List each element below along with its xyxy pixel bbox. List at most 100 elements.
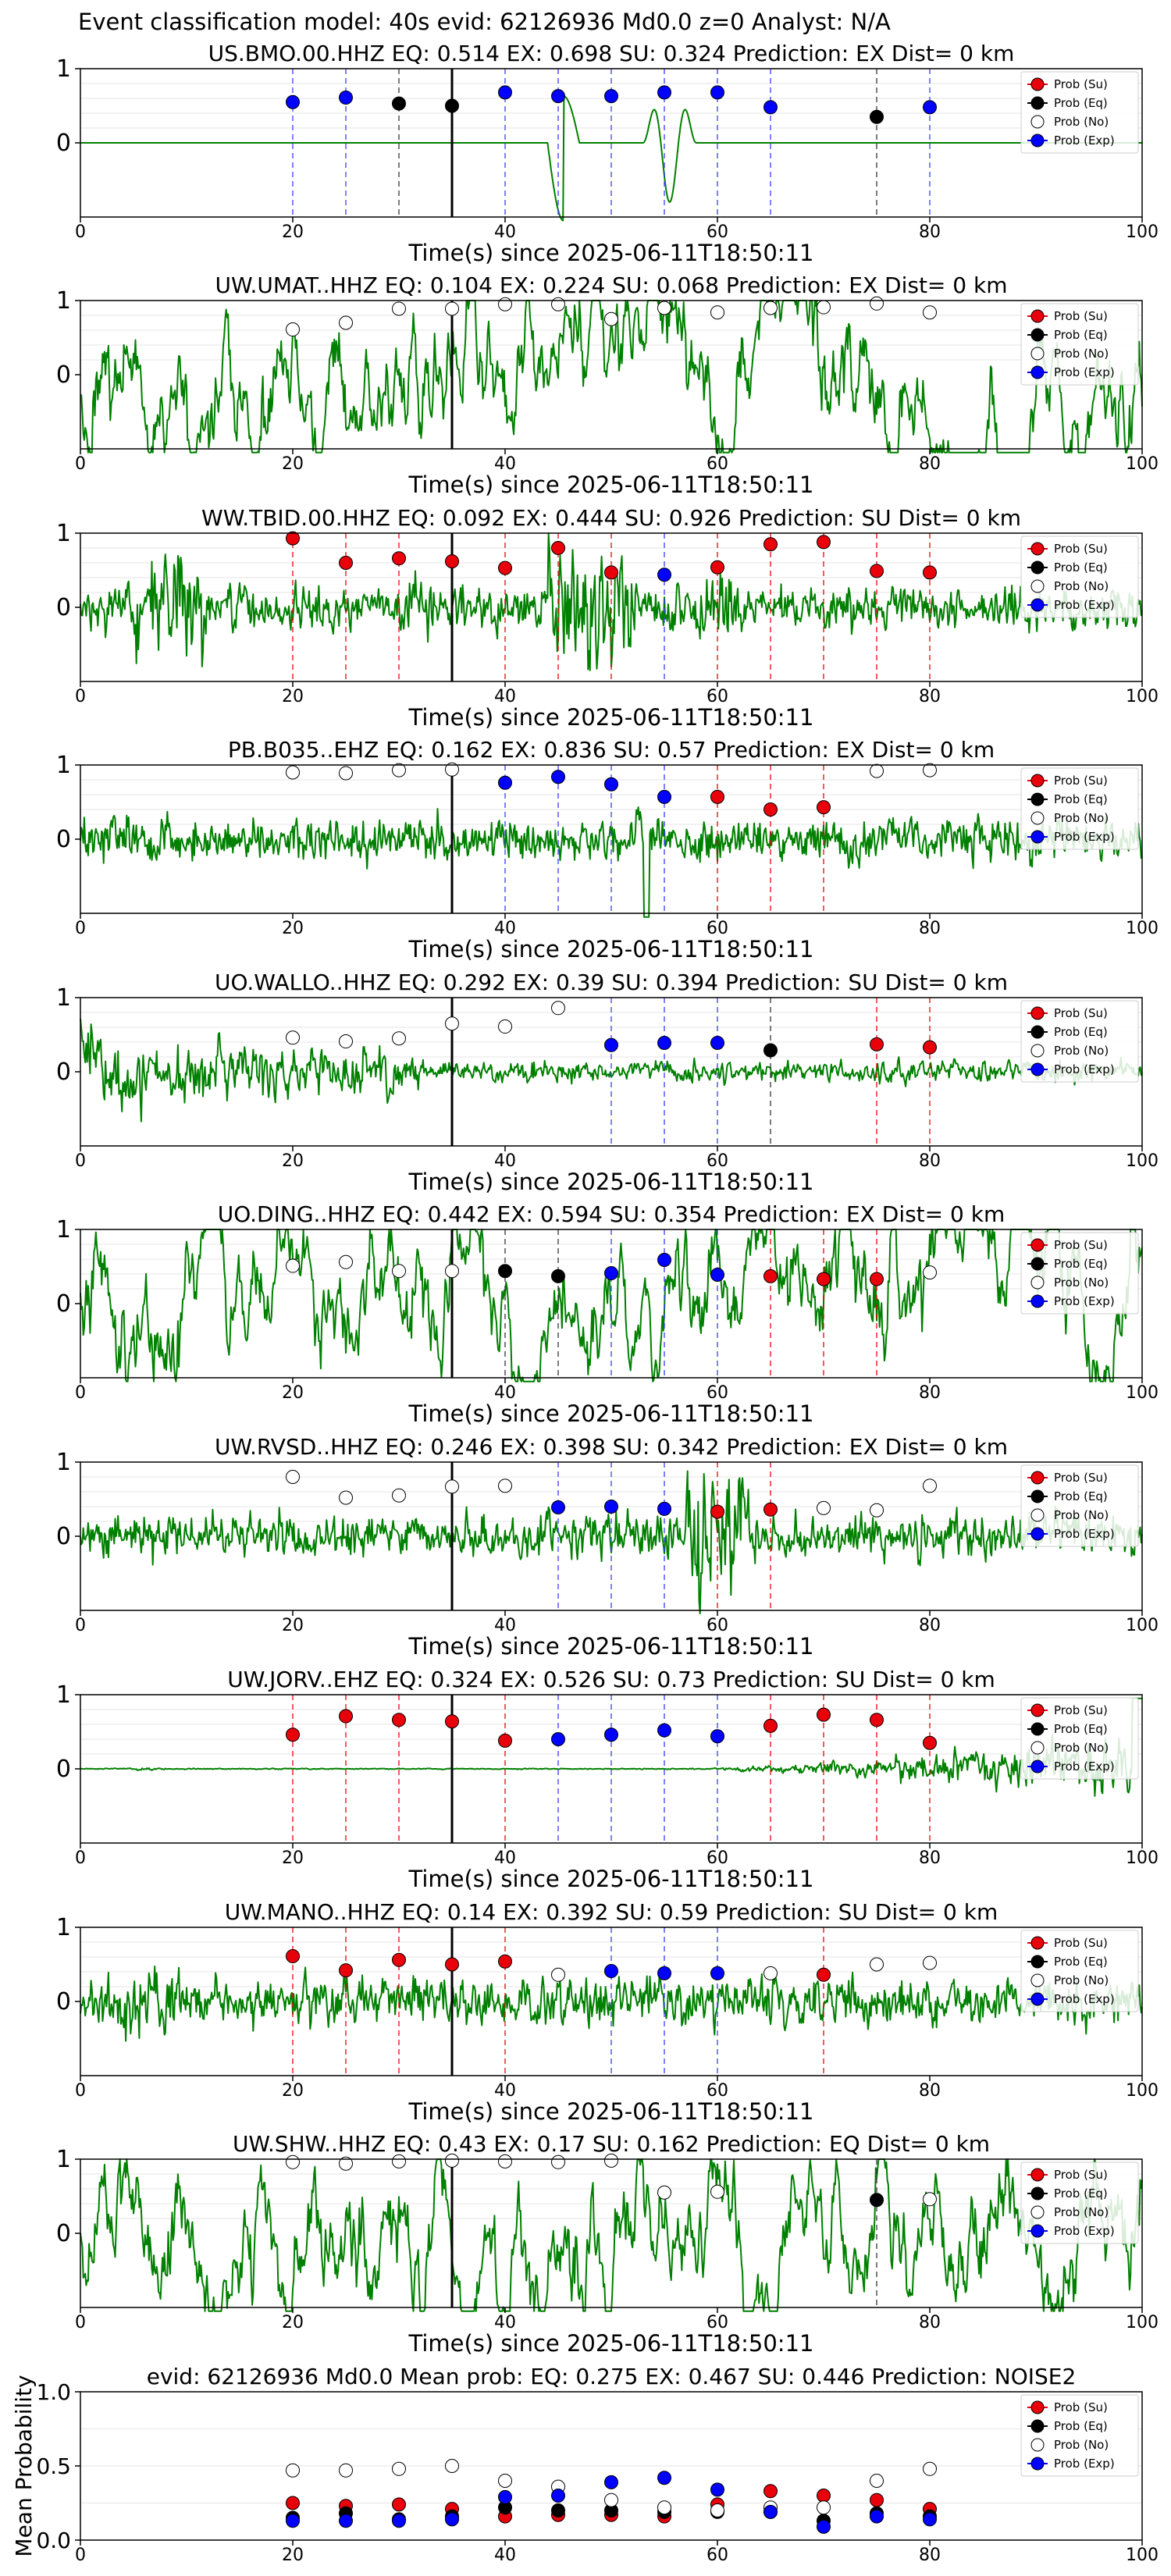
prob-marker-eq [763, 1043, 778, 1058]
x-tick-label: 40 [494, 2546, 516, 2565]
y-tick-label: 0 [56, 1059, 71, 1086]
legend-marker-eq [1030, 1025, 1045, 1039]
legend: Prob (Su) Prob (Eq) Prob (No) Prob (Exp) [1020, 1000, 1139, 1083]
legend-label-eq: Prob (Eq) [1054, 1025, 1108, 1039]
prob-marker-exp [339, 91, 353, 105]
prob-marker-exp [763, 100, 778, 115]
waveform-trace [80, 2158, 1143, 2312]
prob-marker-no [445, 301, 459, 316]
x-tick-label: 80 [919, 2081, 941, 2101]
legend-marker-no [1030, 1508, 1045, 1522]
mean-prob-marker-no [286, 2463, 300, 2478]
legend-frame [1020, 767, 1139, 850]
legend-label-exp: Prob (Exp) [1054, 1527, 1115, 1541]
legend-marker-exp [1030, 133, 1045, 148]
prob-marker-exp [498, 775, 512, 790]
prob-marker-no [392, 2154, 406, 2169]
prob-marker-su [817, 1707, 831, 1722]
prob-marker-su [445, 1957, 459, 1972]
panel-title: UO.WALLO..HHZ EQ: 0.292 EX: 0.39 SU: 0.3… [215, 970, 1008, 995]
x-tick-label: 80 [919, 1616, 941, 1635]
mean-prob-marker-no [657, 2500, 671, 2515]
legend-marker-su [1030, 77, 1045, 91]
panel-title: WW.TBID.00.HHZ EQ: 0.092 EX: 0.444 SU: 0… [201, 505, 1021, 531]
prob-marker-no [870, 763, 884, 778]
prob-marker-no [923, 1265, 937, 1280]
legend: Prob (Su) Prob (Eq) Prob (No) Prob (Exp) [1020, 303, 1139, 386]
x-tick-label: 0 [75, 2081, 86, 2101]
prob-marker-su [445, 1714, 459, 1729]
mean-prob-marker-exp [551, 2489, 565, 2503]
prob-marker-exp [498, 85, 512, 100]
mean-prob-marker-exp [286, 2514, 300, 2528]
x-tick-label: 0 [75, 1151, 86, 1171]
legend: Prob (Su) Prob (Eq) Prob (No) Prob (Exp) [1020, 767, 1139, 850]
legend-marker-eq [1030, 2186, 1045, 2201]
legend-frame [1020, 1000, 1139, 1083]
legend-marker-su [1030, 1238, 1045, 1252]
x-tick-label: 60 [707, 1151, 728, 1171]
legend-marker-su [1030, 1936, 1045, 1950]
prob-marker-su [710, 789, 724, 804]
mean-prob-marker-exp [604, 2475, 618, 2489]
y-tick-label: 0 [56, 1988, 71, 2016]
prob-marker-no [817, 300, 831, 315]
x-tick-label: 100 [1126, 2313, 1159, 2332]
prob-marker-exp [657, 1501, 671, 1516]
x-axis-label: Time(s) since 2025-06-11T18:50:11 [408, 2098, 814, 2125]
prob-marker-su [710, 560, 724, 575]
legend-label-exp: Prob (Exp) [1054, 1294, 1115, 1308]
legend: Prob (Su) Prob (Eq) Prob (No) Prob (Exp) [1020, 71, 1139, 154]
y-tick-label: 0 [56, 826, 71, 853]
legend-label-su: Prob (Su) [1054, 542, 1108, 556]
x-tick-label: 20 [282, 687, 304, 706]
legend-frame [1020, 1232, 1139, 1315]
x-tick-label: 40 [494, 1848, 516, 1868]
legend-marker-su [1030, 2400, 1045, 2414]
legend-label-eq: Prob (Eq) [1054, 560, 1108, 575]
legend-label-eq: Prob (Eq) [1054, 1722, 1108, 1736]
prob-marker-eq [870, 109, 884, 124]
prob-marker-su [817, 800, 831, 815]
station-panel-uw-shw-hhz: UW.SHW..HHZ EQ: 0.43 EX: 0.17 SU: 0.162 … [56, 2131, 1159, 2357]
x-tick-label: 80 [919, 687, 941, 706]
x-tick-label: 20 [282, 1151, 304, 1171]
prob-marker-exp [604, 777, 618, 792]
y-tick-label: 1 [56, 2146, 71, 2173]
legend-label-no: Prob (No) [1054, 1973, 1109, 1987]
legend: Prob (Su) Prob (Eq) Prob (No) Prob (Exp) [1020, 2161, 1139, 2244]
y-tick-label: 0 [56, 1756, 71, 1783]
prob-marker-su [445, 554, 459, 569]
mean-prob-marker-su [763, 2484, 778, 2499]
prob-marker-su [286, 531, 300, 546]
prob-marker-su [710, 1504, 724, 1519]
prob-marker-eq [870, 2193, 884, 2208]
mean-prob-marker-exp [392, 2514, 406, 2528]
x-tick-label: 80 [919, 1848, 941, 1868]
prob-marker-su [339, 1709, 353, 1724]
legend-marker-exp [1030, 1759, 1045, 1774]
prob-marker-no [286, 1470, 300, 1484]
legend-label-su: Prob (Su) [1054, 1471, 1108, 1485]
prob-marker-su [498, 1954, 512, 1969]
prob-marker-no [286, 765, 300, 780]
prob-marker-su [339, 1963, 353, 1978]
mean-prob-marker-exp [817, 2519, 831, 2534]
prob-marker-no [392, 301, 406, 316]
y-tick-label: 0 [56, 1523, 71, 1550]
prob-marker-su [923, 1735, 937, 1750]
prob-marker-no [286, 322, 300, 337]
mean-prob-marker-no [392, 2461, 406, 2476]
prob-marker-no [551, 1001, 565, 1016]
prob-marker-no [339, 1490, 353, 1505]
legend-label-exp: Prob (Exp) [1054, 1062, 1115, 1076]
prob-marker-no [710, 2184, 724, 2199]
legend-marker-eq [1030, 1722, 1045, 1736]
x-tick-label: 60 [707, 1616, 728, 1635]
legend-label-su: Prob (Su) [1054, 2400, 1108, 2414]
panel-title: evid: 62126936 Md0.0 Mean prob: EQ: 0.27… [147, 2364, 1077, 2389]
legend-label-exp: Prob (Exp) [1054, 133, 1115, 148]
y-tick-label: 1 [56, 55, 71, 83]
y-tick-label: 0 [56, 1290, 71, 1318]
